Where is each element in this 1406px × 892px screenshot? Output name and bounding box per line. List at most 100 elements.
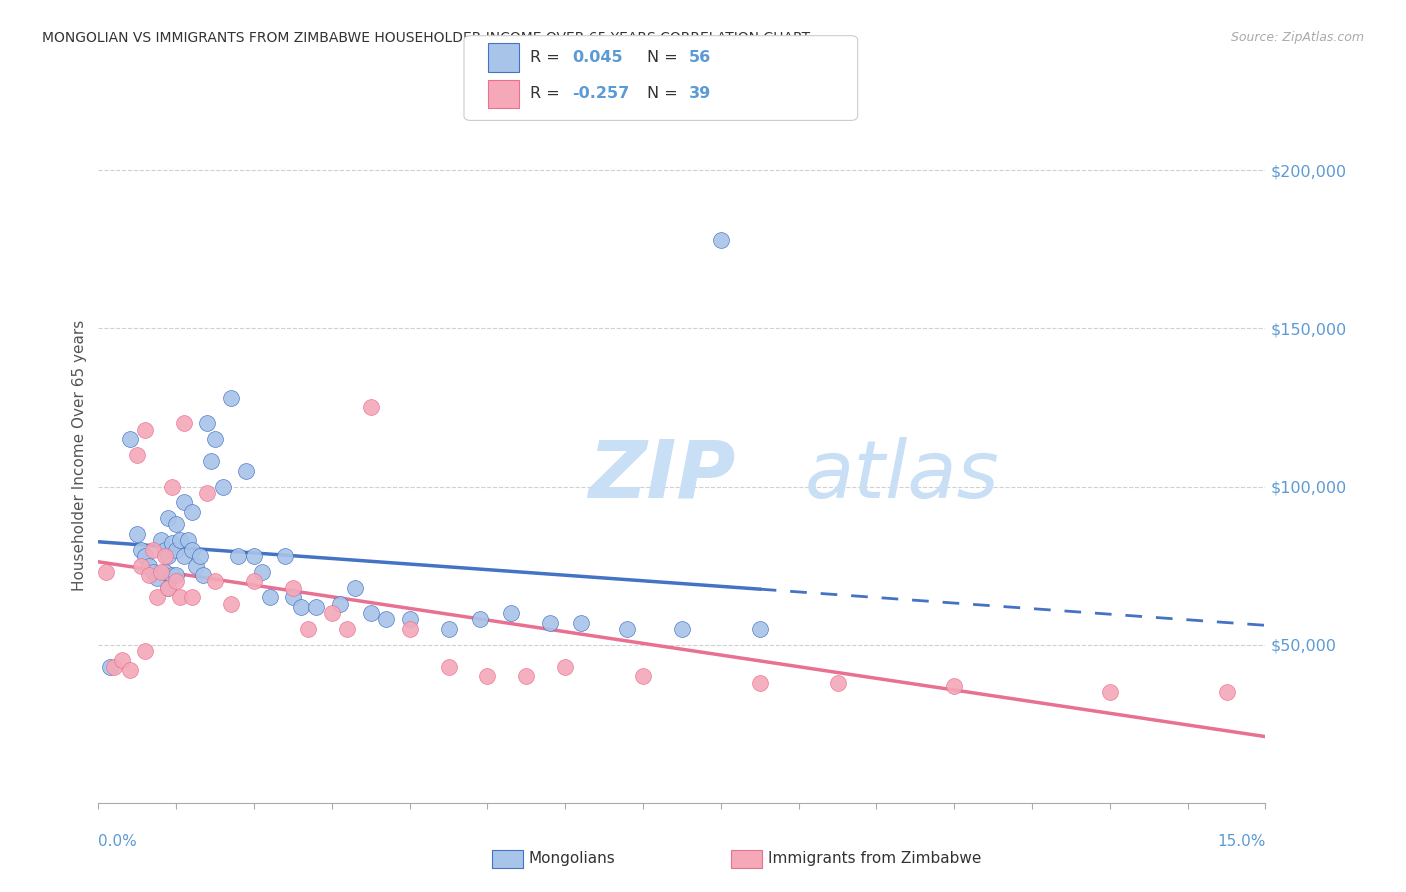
Point xyxy=(157,511,180,525)
Point xyxy=(375,612,398,626)
Point xyxy=(250,565,273,579)
Text: N =: N = xyxy=(647,87,683,102)
Point xyxy=(477,669,499,683)
Point xyxy=(127,527,149,541)
Point xyxy=(204,432,226,446)
Point xyxy=(157,581,180,595)
Text: Mongolians: Mongolians xyxy=(529,852,616,866)
Point xyxy=(111,653,134,667)
Point xyxy=(134,549,156,563)
Point xyxy=(569,615,592,630)
Point xyxy=(344,581,367,595)
Point xyxy=(118,663,141,677)
Point xyxy=(290,599,312,614)
Text: 0.0%: 0.0% xyxy=(98,834,138,849)
Point xyxy=(219,597,242,611)
Point xyxy=(184,558,207,573)
Point xyxy=(153,549,176,563)
Point xyxy=(212,479,235,493)
Point xyxy=(259,591,281,605)
Point xyxy=(127,448,149,462)
Point xyxy=(321,606,343,620)
Point xyxy=(1215,685,1237,699)
Point xyxy=(193,568,215,582)
Point xyxy=(146,591,169,605)
Text: R =: R = xyxy=(530,87,565,102)
Point xyxy=(157,581,180,595)
Point xyxy=(1098,685,1121,699)
Point xyxy=(329,597,352,611)
Point xyxy=(165,568,187,582)
Point xyxy=(96,565,118,579)
Point xyxy=(149,533,172,548)
Text: R =: R = xyxy=(530,50,565,65)
Point xyxy=(204,574,226,589)
Point xyxy=(943,679,966,693)
Point xyxy=(153,542,176,557)
Text: 15.0%: 15.0% xyxy=(1218,834,1265,849)
Text: 56: 56 xyxy=(689,50,711,65)
Y-axis label: Householder Income Over 65 years: Householder Income Over 65 years xyxy=(72,319,87,591)
Point xyxy=(243,549,266,563)
Point xyxy=(162,479,184,493)
Point xyxy=(710,233,733,247)
Point xyxy=(153,565,176,579)
Point xyxy=(142,565,165,579)
Point xyxy=(146,571,169,585)
Point xyxy=(138,558,160,573)
Point xyxy=(134,644,156,658)
Point xyxy=(748,675,770,690)
Point xyxy=(169,533,191,548)
Text: -0.257: -0.257 xyxy=(572,87,630,102)
Point xyxy=(228,549,250,563)
Point xyxy=(180,591,202,605)
Point xyxy=(138,568,160,582)
Point xyxy=(219,391,242,405)
Point xyxy=(173,495,195,509)
Text: ZIP: ZIP xyxy=(589,437,735,515)
Point xyxy=(274,549,297,563)
Point xyxy=(437,660,460,674)
Point xyxy=(129,542,152,557)
Point xyxy=(554,660,576,674)
Point xyxy=(165,574,187,589)
Point xyxy=(305,599,328,614)
Text: MONGOLIAN VS IMMIGRANTS FROM ZIMBABWE HOUSEHOLDER INCOME OVER 65 YEARS CORRELATI: MONGOLIAN VS IMMIGRANTS FROM ZIMBABWE HO… xyxy=(42,31,810,45)
Point xyxy=(499,606,522,620)
Point xyxy=(98,660,121,674)
Text: 0.045: 0.045 xyxy=(572,50,623,65)
Point xyxy=(437,622,460,636)
Point xyxy=(180,542,202,557)
Point xyxy=(398,622,420,636)
Point xyxy=(195,486,218,500)
Point xyxy=(173,417,195,431)
Point xyxy=(118,432,141,446)
Text: Immigrants from Zimbabwe: Immigrants from Zimbabwe xyxy=(768,852,981,866)
Text: 39: 39 xyxy=(689,87,711,102)
Point xyxy=(748,622,770,636)
Point xyxy=(195,417,218,431)
Point xyxy=(297,622,319,636)
Point xyxy=(281,581,304,595)
Point xyxy=(360,606,382,620)
Point xyxy=(162,568,184,582)
Point xyxy=(142,542,165,557)
Point xyxy=(149,565,172,579)
Point xyxy=(165,517,187,532)
Point xyxy=(281,591,304,605)
Text: N =: N = xyxy=(647,50,683,65)
Point xyxy=(200,454,222,468)
Point xyxy=(827,675,849,690)
Point xyxy=(336,622,359,636)
Point xyxy=(671,622,693,636)
Text: atlas: atlas xyxy=(804,437,1000,515)
Point xyxy=(134,423,156,437)
Point xyxy=(538,615,561,630)
Point xyxy=(129,558,152,573)
Point xyxy=(173,549,195,563)
Point xyxy=(162,536,184,550)
Point xyxy=(616,622,638,636)
Text: Source: ZipAtlas.com: Source: ZipAtlas.com xyxy=(1230,31,1364,45)
Point xyxy=(243,574,266,589)
Point xyxy=(169,591,191,605)
